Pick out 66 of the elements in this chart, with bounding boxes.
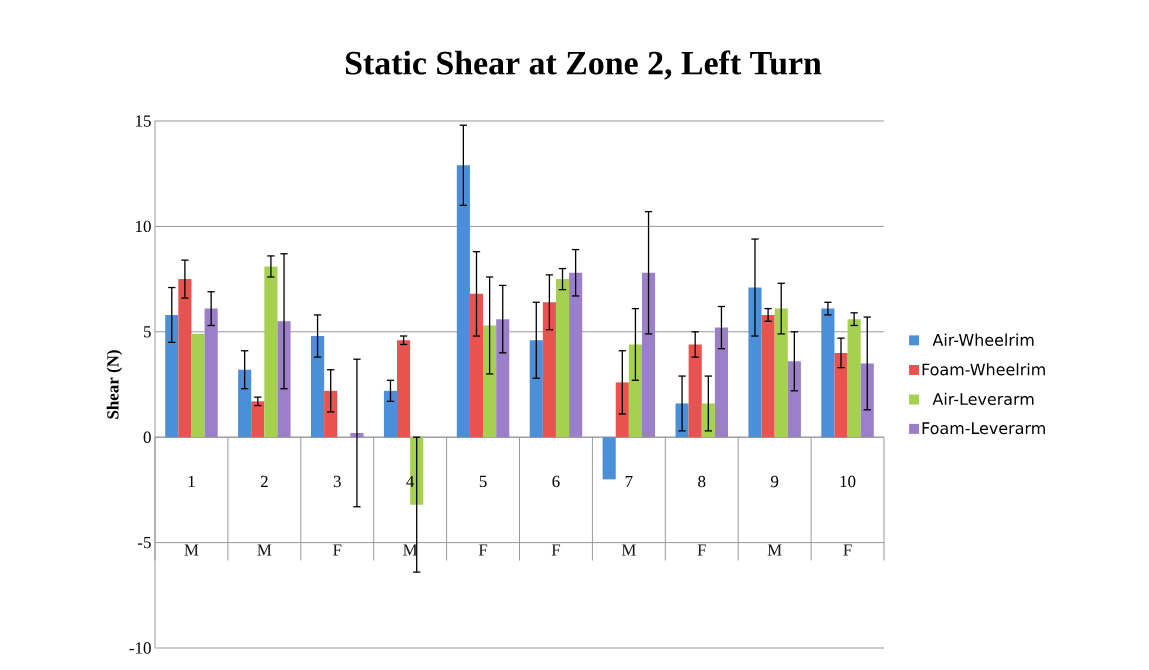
x-tick-label: 2 — [260, 475, 268, 488]
bar — [860, 363, 874, 438]
bar — [761, 314, 775, 438]
annotation: M — [767, 544, 782, 556]
bar — [251, 401, 265, 438]
bar — [787, 361, 801, 438]
x-tick-label: 9 — [770, 475, 779, 488]
bar — [191, 333, 205, 438]
bar — [204, 308, 218, 438]
bar — [569, 272, 583, 438]
bar — [714, 327, 728, 438]
annotation: F — [478, 544, 488, 556]
bar — [165, 314, 179, 438]
annotation: M — [257, 544, 272, 556]
bar — [529, 340, 543, 438]
x-tick-label: 5 — [479, 475, 487, 488]
x-tick-label: 1 — [188, 475, 195, 488]
annotation: M — [184, 544, 199, 556]
chart-title: Static Shear at Zone 2, Left Turn — [345, 50, 822, 80]
bar — [555, 279, 570, 438]
bar — [821, 308, 835, 438]
bar — [483, 325, 497, 438]
bar — [456, 165, 470, 438]
annotation: F — [843, 544, 852, 556]
x-tick-label: 10 — [840, 475, 856, 488]
legend-label: Foam-Wheelrim — [922, 363, 1045, 376]
bar — [178, 279, 192, 438]
bar — [496, 319, 510, 438]
y-tick-label: 5 — [144, 326, 151, 338]
x-tick-label: 8 — [698, 475, 706, 488]
bar — [383, 390, 398, 438]
annotation: F — [551, 544, 561, 556]
y-tick-label: 10 — [136, 220, 151, 233]
bar — [397, 340, 411, 438]
bar — [641, 272, 656, 438]
bar — [238, 369, 252, 438]
y-tick-label: -10 — [129, 642, 151, 654]
x-tick-label: 4 — [406, 475, 415, 488]
y-tick-label: 15 — [136, 115, 151, 127]
bar — [774, 308, 788, 438]
legend-label: Air-Wheelrim — [932, 333, 1034, 346]
annotation: F — [333, 544, 342, 556]
annotation: F — [697, 544, 706, 556]
bar — [847, 319, 861, 438]
legend-label: Foam-Leverarm — [922, 422, 1045, 435]
y-axis-title: Shear (N) — [106, 350, 123, 419]
y-tick-label: -5 — [138, 536, 151, 549]
bar — [542, 302, 556, 438]
bar — [469, 293, 484, 438]
bar — [602, 437, 616, 480]
bar — [748, 287, 762, 438]
bar — [688, 344, 702, 438]
bar — [277, 321, 291, 438]
bar — [264, 266, 278, 438]
x-tick-label: 7 — [625, 475, 633, 488]
y-tick-label: 0 — [143, 431, 151, 443]
bar — [701, 403, 715, 438]
x-tick-label: 6 — [552, 475, 560, 488]
bar — [311, 336, 325, 438]
bar — [324, 390, 338, 438]
annotation: M — [621, 544, 636, 556]
bar — [615, 382, 629, 438]
legend-label: Air-Leverarm — [932, 392, 1034, 406]
bar — [628, 344, 642, 438]
x-tick-label: 3 — [333, 475, 341, 488]
bar — [834, 352, 848, 438]
